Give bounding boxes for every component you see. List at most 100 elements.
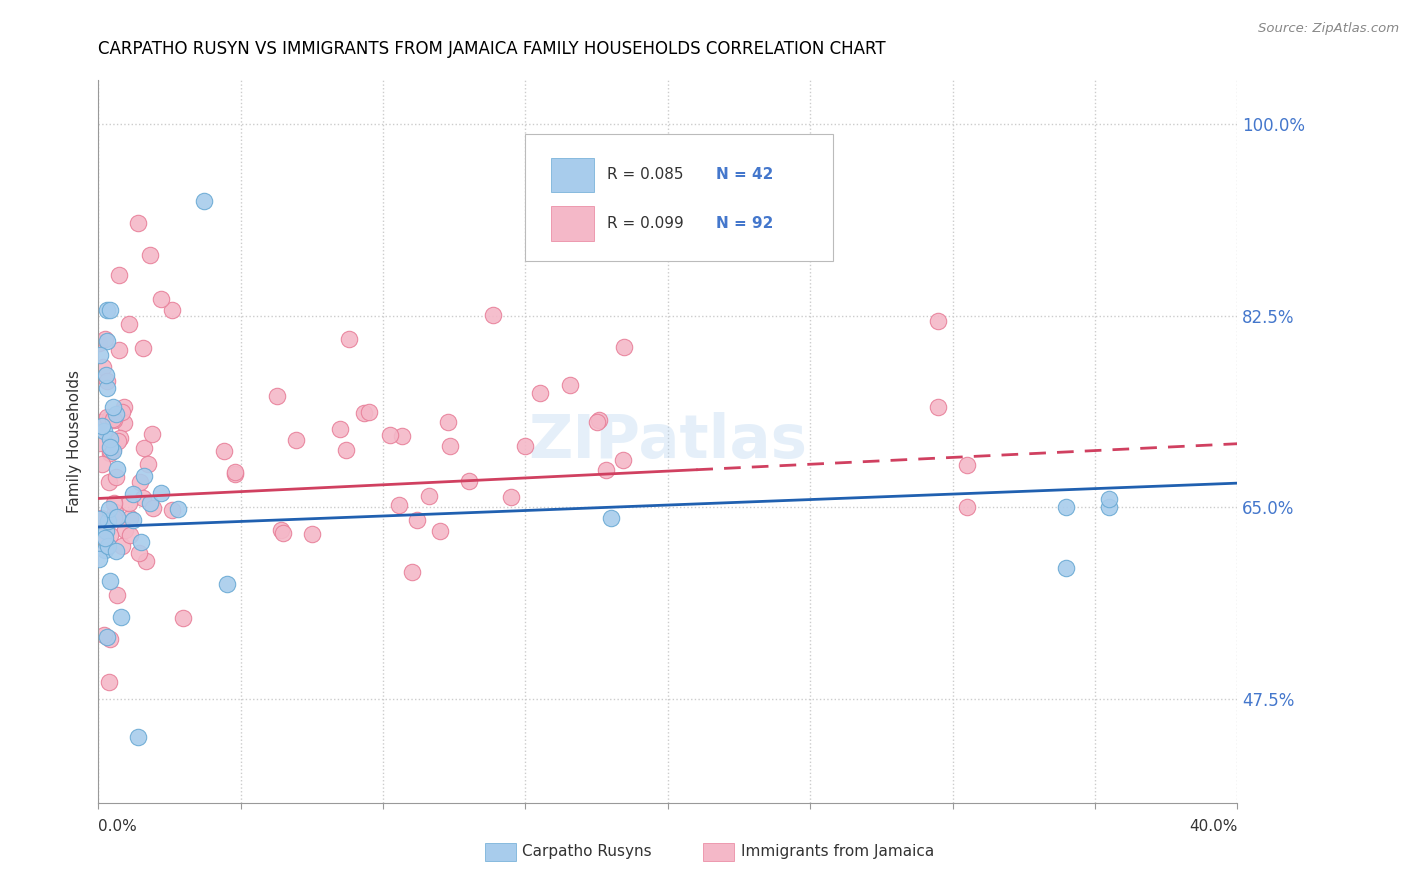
Point bbox=[335, 443, 357, 458]
Point bbox=[90, 511, 112, 525]
Point bbox=[94, 524, 117, 538]
Point bbox=[1056, 561, 1078, 575]
Point bbox=[160, 503, 183, 517]
Point bbox=[111, 405, 134, 419]
Point bbox=[118, 496, 141, 510]
Point bbox=[588, 413, 610, 427]
Point bbox=[112, 416, 135, 430]
Point bbox=[94, 535, 117, 549]
Point bbox=[96, 381, 118, 395]
Point bbox=[215, 577, 238, 591]
Point bbox=[112, 400, 135, 414]
Text: Source: ZipAtlas.com: Source: ZipAtlas.com bbox=[1258, 22, 1399, 36]
Point bbox=[120, 510, 142, 524]
Text: CARPATHO RUSYN VS IMMIGRANTS FROM JAMAICA FAMILY HOUSEHOLDS CORRELATION CHART: CARPATHO RUSYN VS IMMIGRANTS FROM JAMAIC… bbox=[98, 40, 886, 58]
Point bbox=[104, 470, 127, 484]
Point bbox=[105, 461, 128, 475]
Text: Immigrants from Jamaica: Immigrants from Jamaica bbox=[741, 845, 934, 859]
Point bbox=[132, 441, 155, 455]
Point bbox=[224, 465, 246, 479]
Text: ZIPatlas: ZIPatlas bbox=[529, 412, 807, 471]
Point bbox=[96, 334, 118, 349]
Point bbox=[136, 457, 159, 471]
Point bbox=[1056, 500, 1078, 515]
Point bbox=[111, 539, 134, 553]
FancyBboxPatch shape bbox=[551, 158, 593, 193]
Point bbox=[91, 360, 114, 375]
Point bbox=[135, 554, 157, 568]
Point bbox=[101, 442, 124, 456]
Point bbox=[97, 475, 120, 490]
Point bbox=[401, 566, 423, 580]
Point bbox=[600, 511, 623, 525]
Point bbox=[98, 303, 121, 318]
Point bbox=[90, 458, 112, 472]
Point bbox=[224, 467, 246, 481]
Point bbox=[1098, 492, 1121, 507]
Point bbox=[98, 442, 121, 457]
Point bbox=[96, 630, 118, 644]
Point bbox=[131, 341, 153, 355]
Point bbox=[131, 491, 153, 505]
Point bbox=[501, 490, 523, 504]
Point bbox=[141, 426, 163, 441]
Point bbox=[90, 418, 112, 433]
Point bbox=[89, 348, 111, 362]
Point bbox=[96, 409, 118, 424]
Point bbox=[96, 303, 118, 318]
Point bbox=[107, 268, 129, 283]
Point bbox=[128, 546, 150, 560]
Point bbox=[134, 469, 156, 483]
Point bbox=[110, 609, 132, 624]
Point bbox=[127, 216, 149, 230]
Point bbox=[329, 422, 352, 436]
Text: 0.0%: 0.0% bbox=[98, 819, 138, 834]
Point bbox=[103, 510, 125, 524]
Point bbox=[129, 475, 152, 489]
Point bbox=[100, 432, 122, 446]
Point bbox=[107, 434, 129, 449]
Point bbox=[481, 308, 503, 322]
Point bbox=[214, 443, 236, 458]
Point bbox=[105, 407, 128, 421]
Point bbox=[273, 525, 295, 540]
Point bbox=[150, 292, 173, 306]
Point bbox=[97, 502, 120, 516]
Point bbox=[110, 431, 132, 445]
Point bbox=[108, 343, 131, 357]
Point bbox=[142, 501, 165, 516]
Point bbox=[98, 632, 121, 646]
Point bbox=[105, 509, 128, 524]
Point bbox=[87, 512, 110, 526]
Point bbox=[337, 332, 360, 346]
Point bbox=[558, 377, 581, 392]
Point bbox=[138, 248, 160, 262]
Point bbox=[515, 439, 537, 453]
Point bbox=[585, 415, 607, 429]
Point bbox=[98, 440, 121, 454]
Point bbox=[87, 551, 110, 566]
Point bbox=[927, 314, 949, 328]
Point bbox=[117, 317, 139, 331]
Point bbox=[129, 534, 152, 549]
FancyBboxPatch shape bbox=[526, 135, 832, 260]
Y-axis label: Family Households: Family Households bbox=[67, 370, 83, 513]
Point bbox=[284, 433, 307, 447]
Point bbox=[97, 539, 120, 553]
Point bbox=[270, 523, 292, 537]
Point bbox=[118, 528, 141, 542]
Point bbox=[173, 611, 195, 625]
Point bbox=[94, 543, 117, 558]
Point bbox=[956, 458, 979, 473]
FancyBboxPatch shape bbox=[551, 206, 593, 241]
Point bbox=[613, 340, 636, 354]
Point bbox=[103, 496, 125, 510]
Point bbox=[150, 485, 173, 500]
Point bbox=[127, 730, 149, 744]
Point bbox=[429, 524, 451, 539]
Point bbox=[87, 336, 110, 351]
Point bbox=[436, 415, 458, 429]
Point bbox=[93, 424, 115, 438]
Point bbox=[101, 400, 124, 414]
Point bbox=[266, 389, 288, 403]
